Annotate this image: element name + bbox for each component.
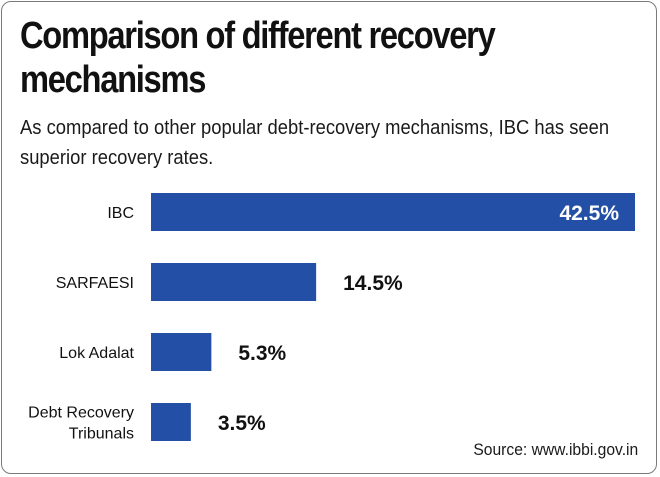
value-label-0: 42.5% — [559, 202, 619, 225]
bar-1 — [151, 263, 317, 301]
chart-title: Comparison of different recovery mechani… — [20, 15, 496, 101]
source-note: Source: www.ibbi.gov.in — [473, 440, 638, 459]
bar-2 — [151, 333, 212, 371]
chart-subtitle: As compared to other popular debt-recove… — [20, 117, 610, 169]
value-label-1: 14.5% — [343, 272, 403, 295]
value-label-2: 5.3% — [238, 342, 286, 365]
category-label-3: Debt Recovery Tribunals — [28, 405, 134, 443]
bar-3 — [151, 403, 191, 441]
bar-0 — [151, 193, 635, 231]
value-label-3: 3.5% — [218, 412, 266, 435]
category-label-1: SARFAESI — [56, 275, 134, 292]
category-label-0: IBC — [107, 205, 134, 222]
category-label-2: Lok Adalat — [59, 345, 134, 362]
